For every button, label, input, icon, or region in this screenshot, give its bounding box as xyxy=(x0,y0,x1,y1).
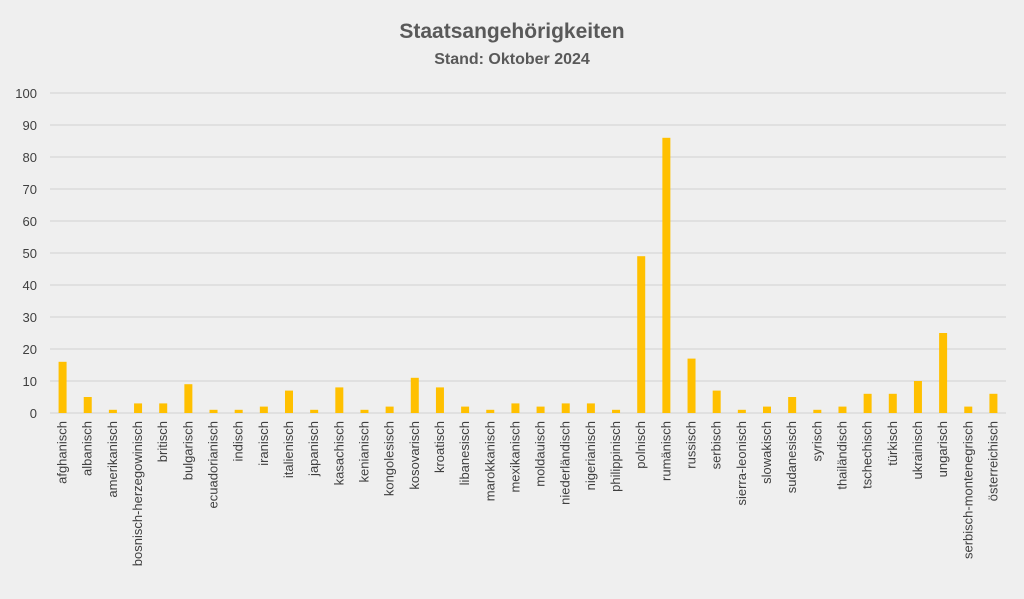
x-tick-label: russisch xyxy=(684,421,699,469)
bar xyxy=(813,409,822,413)
bar xyxy=(134,403,143,413)
x-tick-label: afghanisch xyxy=(55,421,70,484)
bar xyxy=(234,409,243,413)
y-tick-label: 20 xyxy=(23,342,37,357)
x-tick-label: serbisch-montenegrisch xyxy=(960,421,975,559)
bar xyxy=(586,403,595,413)
x-tick-label: syrisch xyxy=(809,421,824,461)
x-tick-label: kenianisch xyxy=(356,421,371,482)
bar xyxy=(385,406,394,413)
bar xyxy=(888,393,897,413)
x-tick-label: bulgarisch xyxy=(180,421,195,480)
y-tick-label: 80 xyxy=(23,150,37,165)
bar xyxy=(637,256,646,413)
bar xyxy=(486,409,495,413)
bar xyxy=(788,397,797,413)
bar xyxy=(763,406,771,413)
chart-subtitle: Stand: Oktober 2024 xyxy=(434,51,590,68)
bar xyxy=(838,406,847,413)
x-tick-label: kongolesisch xyxy=(382,421,397,496)
x-tick-label: sudanesisch xyxy=(784,421,799,493)
bar xyxy=(108,409,117,413)
bar xyxy=(310,409,319,413)
bar xyxy=(58,361,67,413)
y-tick-label: 70 xyxy=(23,182,37,197)
x-tick-label: kasachisch xyxy=(331,421,346,485)
bar xyxy=(989,393,998,413)
x-tick-label: slowakisch xyxy=(759,421,774,484)
gridlines xyxy=(50,92,1006,414)
bar xyxy=(335,387,344,413)
chart-title: Staatsangehörigkeiten xyxy=(399,20,624,43)
bar xyxy=(435,387,444,413)
x-tick-label: ungarisch xyxy=(935,421,950,477)
y-tick-label: 60 xyxy=(23,214,37,229)
bar xyxy=(863,393,872,413)
x-tick-label: rumänisch xyxy=(658,421,673,481)
bar xyxy=(511,403,520,413)
x-tick-label: moldauisch xyxy=(533,421,548,487)
y-tick-label: 50 xyxy=(23,246,37,261)
x-tick-label: marokkanisch xyxy=(482,421,497,501)
bar xyxy=(939,333,948,413)
x-tick-label: amerikanisch xyxy=(105,421,120,498)
y-axis-tick-labels: 0 10 20 30 40 50 60 70 80 90 100 xyxy=(15,86,37,421)
bar xyxy=(410,377,419,413)
bar xyxy=(285,390,293,413)
x-tick-label: iranisch xyxy=(256,421,271,466)
bar xyxy=(461,406,470,413)
x-tick-label: kosovarisch xyxy=(407,421,422,490)
y-tick-label: 0 xyxy=(30,406,37,421)
x-tick-label: italienisch xyxy=(281,421,296,478)
y-tick-label: 90 xyxy=(23,118,37,133)
y-tick-label: 40 xyxy=(23,278,37,293)
x-tick-label: indisch xyxy=(231,421,246,461)
bar xyxy=(83,397,92,413)
x-tick-label: thailändisch xyxy=(834,421,849,490)
x-tick-label: serbisch xyxy=(709,421,724,469)
x-axis-tick-labels: afghanisch albanisch amerikanisch bosnisch-… xyxy=(55,421,1001,566)
x-tick-label: mexikanisch xyxy=(507,421,522,493)
x-tick-label: türkisch xyxy=(885,421,900,466)
x-tick-label: nigerianisch xyxy=(583,421,598,490)
bar xyxy=(662,137,671,414)
x-tick-label: bosnisch-herzegowinisch xyxy=(130,421,145,566)
bar xyxy=(360,409,369,413)
y-tick-label: 30 xyxy=(23,310,37,325)
x-tick-label: ecuadorianisch xyxy=(206,421,221,508)
bar xyxy=(964,406,973,413)
x-tick-label: britisch xyxy=(155,421,170,462)
bar xyxy=(536,406,545,413)
bar xyxy=(612,409,621,413)
x-tick-label: sierra-leonisch xyxy=(734,421,749,506)
x-tick-label: polnisch xyxy=(633,421,648,469)
x-tick-label: österreichisch xyxy=(985,421,1000,501)
bar xyxy=(687,358,696,413)
bar xyxy=(159,403,168,413)
bar xyxy=(259,406,268,413)
x-tick-label: japanisch xyxy=(306,421,321,477)
bar xyxy=(913,381,922,413)
bar xyxy=(712,390,721,413)
bars xyxy=(58,137,998,414)
y-tick-label: 10 xyxy=(23,374,37,389)
x-tick-label: niederländisch xyxy=(558,421,573,505)
y-tick-label: 100 xyxy=(15,86,37,101)
x-tick-label: kroatisch xyxy=(432,421,447,473)
x-tick-label: ukrainisch xyxy=(910,421,925,480)
x-tick-label: libanesisch xyxy=(457,421,472,485)
x-tick-label: tschechisch xyxy=(860,421,875,489)
bar xyxy=(561,403,570,413)
x-tick-label: philippinisch xyxy=(608,421,623,492)
x-tick-label: albanisch xyxy=(80,421,95,476)
bar xyxy=(184,384,193,413)
bar xyxy=(737,409,746,413)
bar xyxy=(209,409,218,413)
